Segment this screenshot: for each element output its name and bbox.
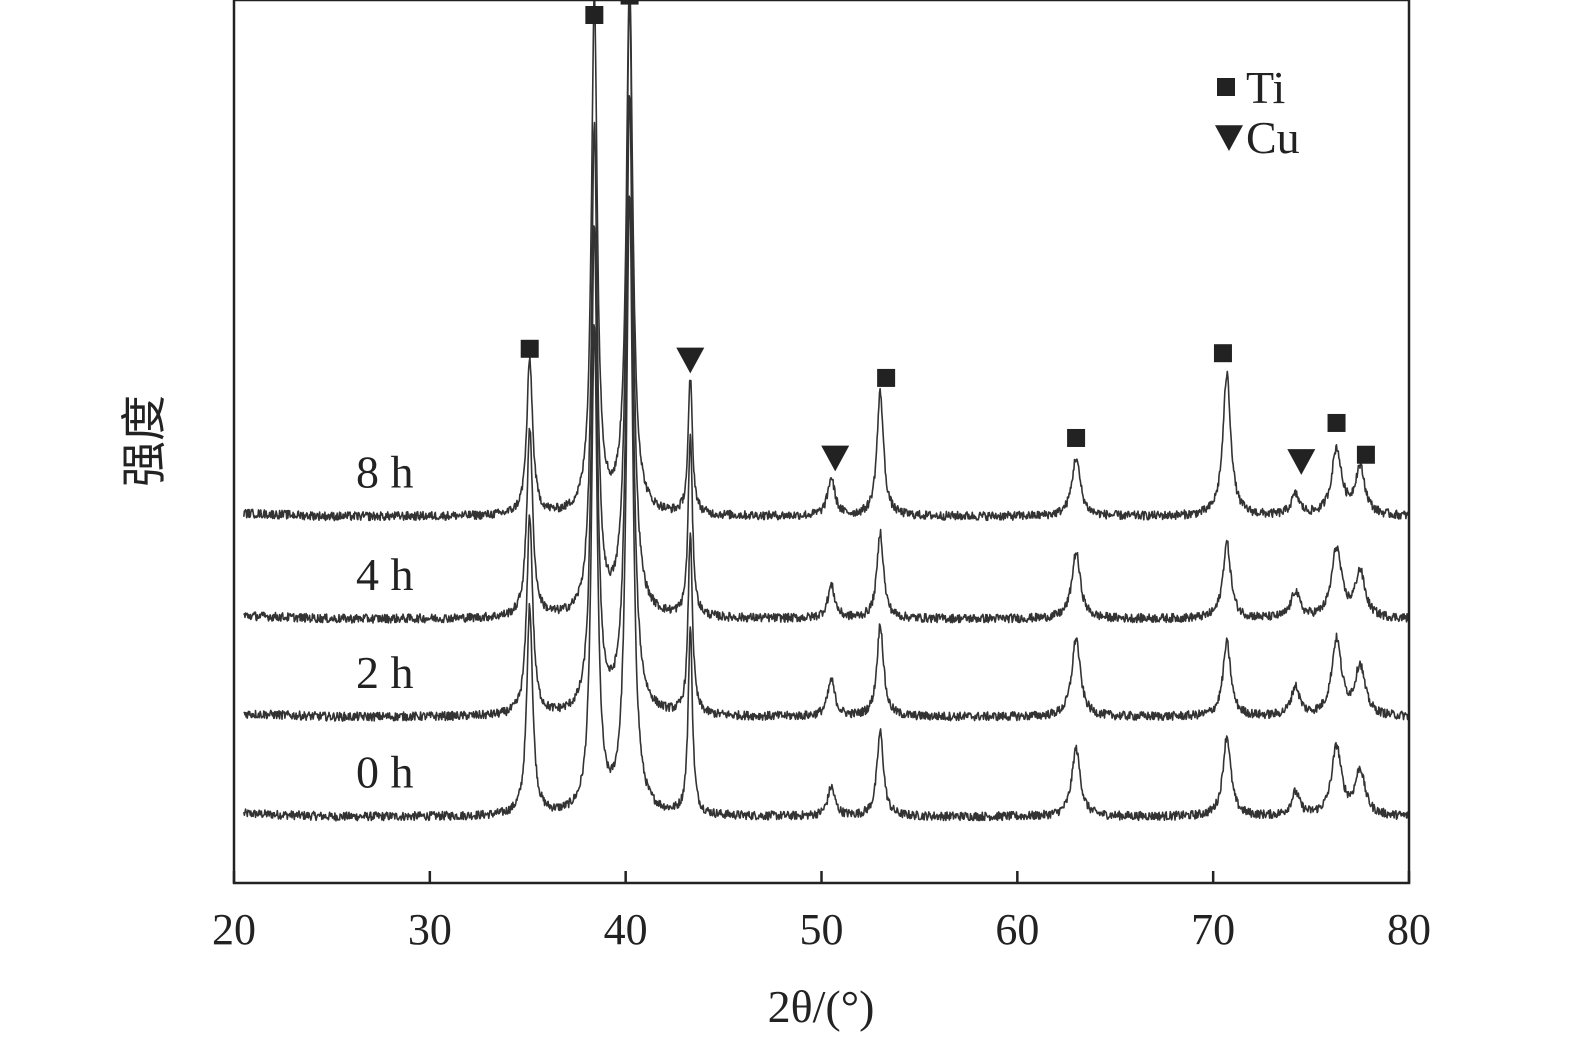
legend-ti-square-icon — [1217, 78, 1235, 96]
trace-2h — [243, 95, 1409, 722]
x-axis-label: 2θ/(°) — [768, 981, 875, 1032]
ti-peak-marker-9 — [1327, 413, 1346, 432]
trace-0h — [243, 195, 1409, 822]
cu-peak-marker-3 — [676, 347, 705, 374]
x-tick-label-40: 40 — [604, 905, 648, 954]
series-label-8h: 8 h — [356, 446, 414, 497]
ti-peak-marker-0 — [520, 339, 539, 358]
x-tick-label-80: 80 — [1387, 905, 1431, 954]
x-tick-label-30: 30 — [408, 905, 452, 954]
series-label-0h: 0 h — [356, 747, 414, 798]
cu-peak-marker-4 — [821, 445, 850, 472]
ti-peak-marker-7 — [1213, 344, 1232, 363]
legend-label-cu: Cu — [1246, 112, 1300, 163]
trace-4h — [243, 0, 1409, 624]
series-labels: 0 h 2 h 4 h 8 h — [356, 446, 414, 797]
cu-peak-marker-8 — [1287, 449, 1316, 475]
trace-8h — [243, 0, 1409, 522]
x-tick-label-20: 20 — [212, 905, 256, 954]
ti-peak-marker-1 — [585, 6, 604, 25]
series-traces — [243, 0, 1409, 822]
ti-peak-marker-6 — [1067, 428, 1086, 447]
phase-markers — [520, 0, 1375, 475]
series-label-2h: 2 h — [356, 647, 414, 698]
y-axis-label: 强度 — [119, 395, 170, 487]
x-tick-label-70: 70 — [1191, 905, 1235, 954]
x-tick-label-60: 60 — [995, 905, 1039, 954]
x-axis-ticks: 20 30 40 50 60 70 80 — [212, 871, 1431, 954]
legend-cu-triangle-icon — [1215, 125, 1243, 151]
ti-peak-marker-10 — [1356, 445, 1375, 464]
ti-peak-marker-2 — [620, 0, 639, 5]
x-tick-label-50: 50 — [800, 905, 844, 954]
legend-label-ti: Ti — [1246, 62, 1285, 113]
ti-peak-marker-5 — [877, 368, 896, 387]
series-label-4h: 4 h — [356, 549, 414, 600]
